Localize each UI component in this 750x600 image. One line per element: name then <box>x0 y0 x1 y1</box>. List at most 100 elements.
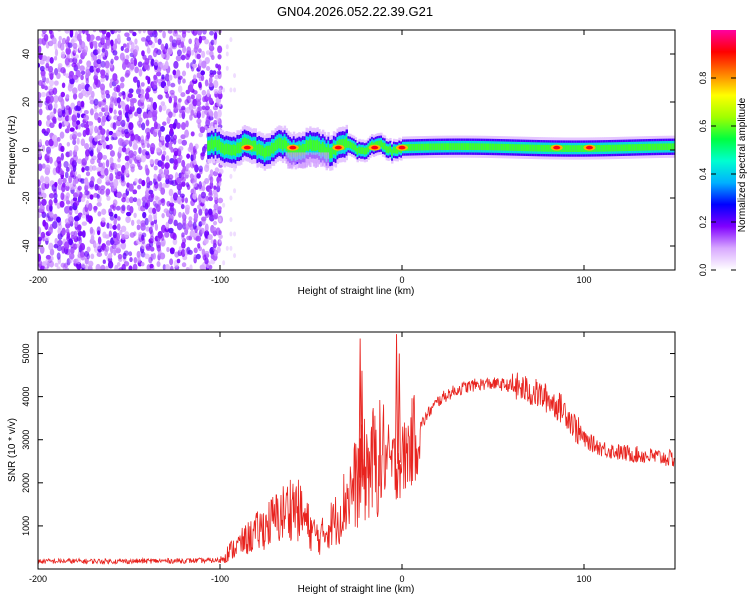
spectrogram-cell <box>100 69 106 76</box>
spectrogram-cell <box>270 142 274 154</box>
spectrogram-cell <box>96 193 100 199</box>
spectrogram-cell <box>604 144 607 152</box>
spectrogram-cell <box>82 193 87 199</box>
spectrogram-cell <box>72 196 78 202</box>
spectrogram-cell <box>56 266 61 270</box>
snr-spike <box>358 338 362 478</box>
spectrogram-cell <box>38 200 42 206</box>
spectrogram-cell <box>140 220 146 227</box>
spectrogram-cell <box>217 206 222 211</box>
spectrogram-cell <box>582 145 585 152</box>
spectrogram-cell <box>48 242 54 251</box>
spectrogram-cell <box>202 30 207 35</box>
spectrogram-cell <box>197 204 201 210</box>
spectrogram-cell <box>78 59 83 65</box>
spectrogram-cell <box>41 163 46 169</box>
spectrogram-cell <box>394 146 398 154</box>
spectrogram-cell <box>164 52 170 61</box>
spectrogram-cell <box>618 144 621 152</box>
spectrogram-cell <box>164 263 171 270</box>
spectrogram-cell <box>83 264 90 270</box>
spectrogram-cell <box>562 145 565 152</box>
spectrogram-cell <box>45 164 51 172</box>
spectrogram-cell <box>474 143 478 151</box>
spectrogram-cell <box>500 143 503 151</box>
spectrogram-cell <box>46 204 50 212</box>
spectrogram-cell <box>136 250 141 259</box>
spectrogram-cell <box>651 143 654 151</box>
spectrogram-cell <box>81 213 87 219</box>
spectrogram-cell <box>305 140 308 151</box>
spectrogram-cell <box>100 77 105 83</box>
spectrogram-cell <box>391 149 394 156</box>
spectrogram-cell <box>124 139 130 145</box>
spectrogram-cell <box>49 156 53 164</box>
spectrogram-cell <box>132 197 138 203</box>
spectrogram-cell <box>485 143 489 151</box>
spectrogram-cell <box>72 57 78 65</box>
spectrogram-cell <box>207 208 213 216</box>
spectrogram-cell <box>160 62 166 70</box>
spectrogram-cell <box>149 143 156 151</box>
spectrogram-cell <box>149 263 154 269</box>
spectrogram-cell <box>238 142 241 154</box>
spectrogram-cell <box>594 145 598 152</box>
spectrogram-cell <box>168 111 173 118</box>
spectrogram-cell <box>493 143 496 151</box>
spectrogram-cell <box>361 147 365 154</box>
spectrogram-cell <box>540 144 543 152</box>
spectrogram-cell <box>122 43 127 48</box>
spectrogram-cell <box>77 185 82 191</box>
spectrogram-cell <box>665 143 669 151</box>
spectrogram-cell <box>229 87 233 93</box>
spectrogram-cell <box>196 93 202 100</box>
spectrogram-cell <box>456 143 460 151</box>
spectrogram-cell <box>624 144 627 152</box>
spectrogram-cell <box>653 143 656 151</box>
spectrogram-cell <box>667 143 671 151</box>
spectrogram-cell <box>64 115 70 122</box>
spectrogram-cell <box>177 75 183 80</box>
spectrogram-cell <box>305 152 308 168</box>
spectrogram-cell <box>327 152 330 169</box>
spectrogram-cell <box>59 200 65 208</box>
spectrogram-cell <box>169 265 174 270</box>
spectrogram-cell <box>88 202 93 212</box>
spectrogram-cell <box>71 159 77 168</box>
spectrogram-cell <box>44 222 49 231</box>
spectrogram-cell <box>177 189 182 196</box>
spectrogram-cell <box>61 182 66 188</box>
spectrogram-cell <box>60 42 65 51</box>
spectrogram-cell <box>201 110 205 119</box>
spectrogram-cell <box>387 146 390 154</box>
spectrogram-cell <box>452 143 456 151</box>
spectrogram-cell <box>241 138 245 150</box>
spectrogram-cell <box>100 264 106 270</box>
spectrogram-cell <box>155 204 161 212</box>
spectrogram-cell <box>340 139 343 151</box>
snr-y-tick-label: 4000 <box>21 387 31 407</box>
spectrogram-cell <box>124 32 130 38</box>
spectrogram-cell <box>167 30 173 34</box>
spectrogram-cell <box>168 74 173 81</box>
spectrogram-cell <box>93 205 98 211</box>
spectrogram-cell <box>125 69 131 77</box>
spectrogram-cell <box>165 134 171 143</box>
spectrogram-cell <box>482 143 485 151</box>
spectrogram-cell <box>120 76 125 83</box>
spectrogram-cell <box>96 202 102 207</box>
spectrogram-cell <box>460 143 463 151</box>
spectrogram-cell <box>49 95 55 103</box>
spectrogram-cell <box>92 240 97 249</box>
spectrogram-cell <box>80 100 85 108</box>
spectrogram-cell <box>180 248 186 258</box>
spectrogram-cell <box>115 239 121 245</box>
spectrogram-cell <box>411 144 414 151</box>
spectrogram-cell <box>156 79 162 84</box>
spectrogram-cell <box>505 143 509 151</box>
spectrogram-cell <box>68 70 75 77</box>
spectrogram-cell <box>131 98 137 104</box>
spectrogram-cell <box>105 31 111 38</box>
spectrogram-cell <box>627 144 631 152</box>
spectrogram-cell <box>101 134 106 143</box>
